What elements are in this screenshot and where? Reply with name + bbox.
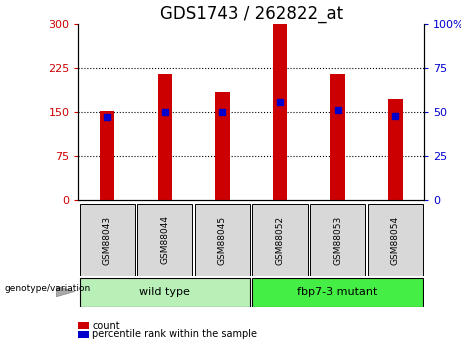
Text: GSM88044: GSM88044 xyxy=(160,215,169,265)
Text: GSM88052: GSM88052 xyxy=(276,215,284,265)
Bar xyxy=(331,74,345,200)
Bar xyxy=(158,74,172,200)
Text: genotype/variation: genotype/variation xyxy=(5,284,91,293)
Title: GDS1743 / 262822_at: GDS1743 / 262822_at xyxy=(160,5,343,23)
Bar xyxy=(195,204,250,276)
Text: GSM88045: GSM88045 xyxy=(218,215,227,265)
Bar xyxy=(253,204,308,276)
Bar xyxy=(215,92,230,200)
Text: wild type: wild type xyxy=(139,287,190,297)
Bar xyxy=(388,99,402,200)
Bar xyxy=(79,204,135,276)
Text: fbp7-3 mutant: fbp7-3 mutant xyxy=(297,287,378,297)
Bar xyxy=(253,277,423,307)
Text: count: count xyxy=(92,321,120,331)
Text: GSM88054: GSM88054 xyxy=(391,215,400,265)
Bar xyxy=(310,204,366,276)
Polygon shape xyxy=(56,286,75,297)
Text: percentile rank within the sample: percentile rank within the sample xyxy=(92,329,257,339)
Bar xyxy=(100,111,114,200)
Bar xyxy=(79,277,250,307)
Text: GSM88053: GSM88053 xyxy=(333,215,342,265)
Bar xyxy=(368,204,423,276)
Bar xyxy=(137,204,193,276)
Bar xyxy=(273,24,287,200)
Text: GSM88043: GSM88043 xyxy=(103,215,112,265)
